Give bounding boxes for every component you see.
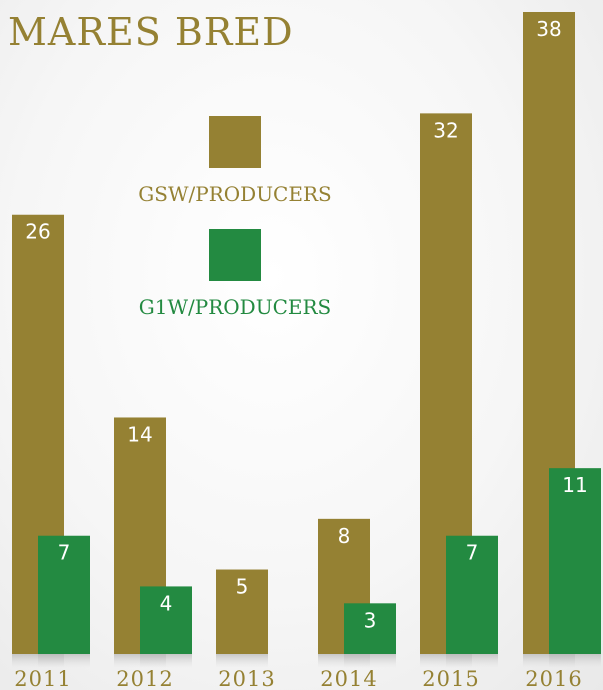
bar-g1w-2014 [344,603,396,654]
bar-shadow [216,654,268,668]
bar-gsw-2013 [216,569,268,654]
bar-value-label: 7 [58,541,71,565]
bar-value-label: 14 [127,422,152,446]
legend-label-gsw: GSW/PRODUCERS [138,182,332,206]
bar-value-label: 4 [160,591,173,615]
bar-value-label: 8 [338,524,351,548]
bar-value-label: 38 [536,17,561,41]
bar-g1w-2012 [140,586,192,654]
bar-shadow [344,654,396,668]
bar-g1w-2016 [549,468,601,654]
bar-shadow [38,654,90,668]
bar-value-label: 3 [364,608,377,632]
bar-shadow [140,654,192,668]
bar-g1w-2011 [38,535,90,654]
legend-swatch-gsw [209,116,261,168]
legend-item-gsw: GSW/PRODUCERS [120,116,350,206]
bar-shadow [549,654,601,668]
chart-title: MARES BRED [8,10,294,54]
x-tick-label: 2015 [422,667,479,690]
bar-value-label: 11 [562,473,587,497]
bar-g1w-2015 [446,535,498,654]
bar-value-label: 5 [236,575,249,599]
x-tick-label: 2014 [320,667,377,690]
legend-label-g1w: G1W/PRODUCERS [138,295,332,319]
bar-shadow [446,654,498,668]
bar-value-label: 7 [466,541,479,565]
legend-swatch-g1w [209,229,261,281]
bar-value-label: 26 [25,220,50,244]
x-tick-label: 2013 [218,667,275,690]
legend-item-g1w: G1W/PRODUCERS [120,229,350,319]
x-tick-label: 2016 [525,667,582,690]
x-tick-label: 2012 [116,667,173,690]
x-tick-label: 2011 [14,667,71,690]
bar-value-label: 32 [433,118,458,142]
